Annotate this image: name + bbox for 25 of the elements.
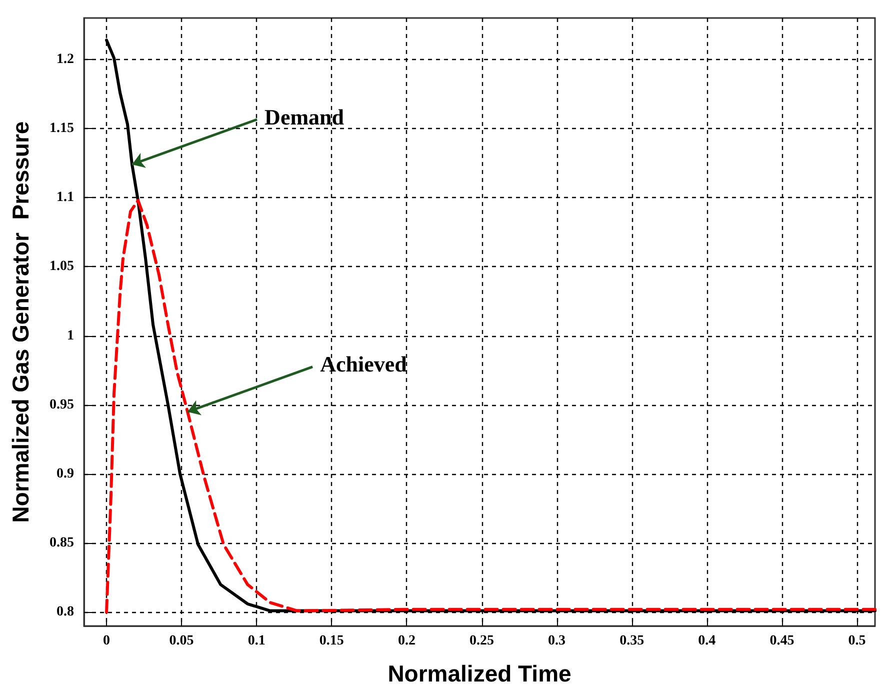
y-tick-label: 0.85 xyxy=(50,536,74,551)
x-axis-title: Normalized Time xyxy=(388,660,572,686)
y-tick-label: 1 xyxy=(67,328,74,344)
x-tick-label: 0.1 xyxy=(248,634,266,648)
y-axis-title: Normalized Gas Generator Pressure xyxy=(8,121,34,523)
y-tick-label: 0.95 xyxy=(50,397,74,412)
x-tick-label: 0.05 xyxy=(169,634,194,648)
x-tick-label: 0.5 xyxy=(848,634,866,648)
x-tick-label: 0 xyxy=(103,634,110,648)
x-tick-label: 0.3 xyxy=(548,634,566,648)
x-tick-label: 0.25 xyxy=(470,634,494,648)
y-tick-label: 1.1 xyxy=(56,190,74,206)
x-tick-label: 0.15 xyxy=(319,634,344,648)
y-tick-label: 1.05 xyxy=(50,259,74,274)
x-tick-label: 0.45 xyxy=(770,634,794,648)
y-tick-label: 1.15 xyxy=(50,121,74,136)
y-tick-label: 0.9 xyxy=(56,466,74,482)
x-tick-label: 0.4 xyxy=(698,634,716,648)
y-tick-label: 1.2 xyxy=(56,52,74,67)
x-tick-label: 0.2 xyxy=(398,634,416,648)
line-series xyxy=(105,198,876,614)
annotation: Achieved xyxy=(320,352,407,377)
y-tick-label: 0.8 xyxy=(56,604,74,620)
annotation: Demand xyxy=(264,104,344,130)
x-tick-label: 0.35 xyxy=(620,634,644,648)
